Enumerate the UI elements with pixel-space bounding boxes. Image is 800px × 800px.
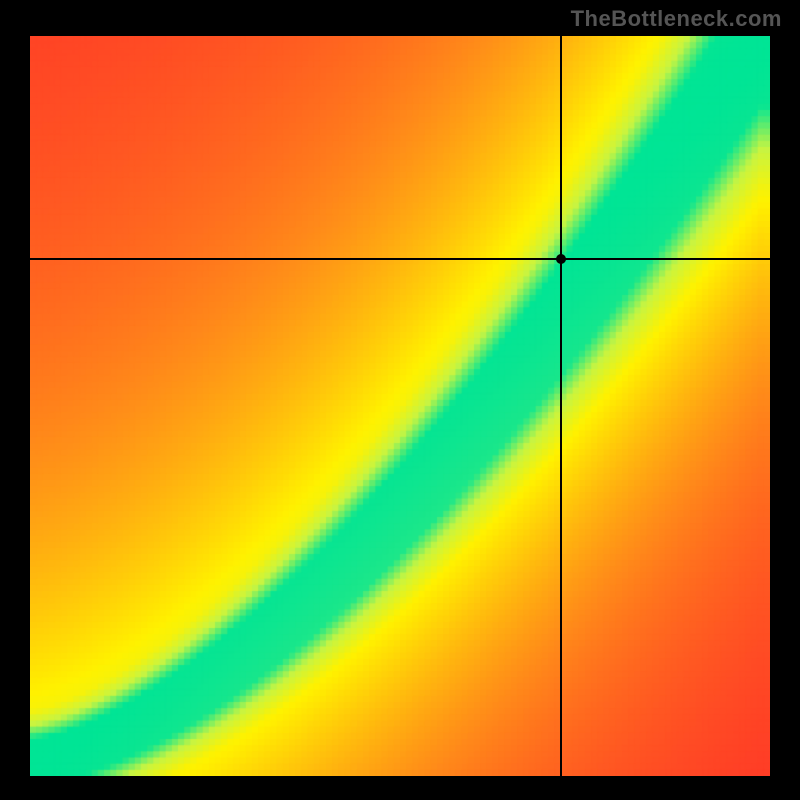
chart-container: TheBottleneck.com [0, 0, 800, 800]
crosshair-vertical [560, 36, 562, 776]
bottleneck-heatmap [30, 36, 770, 776]
crosshair-horizontal [30, 258, 770, 260]
watermark-text: TheBottleneck.com [571, 6, 782, 32]
crosshair-dot [556, 254, 566, 264]
